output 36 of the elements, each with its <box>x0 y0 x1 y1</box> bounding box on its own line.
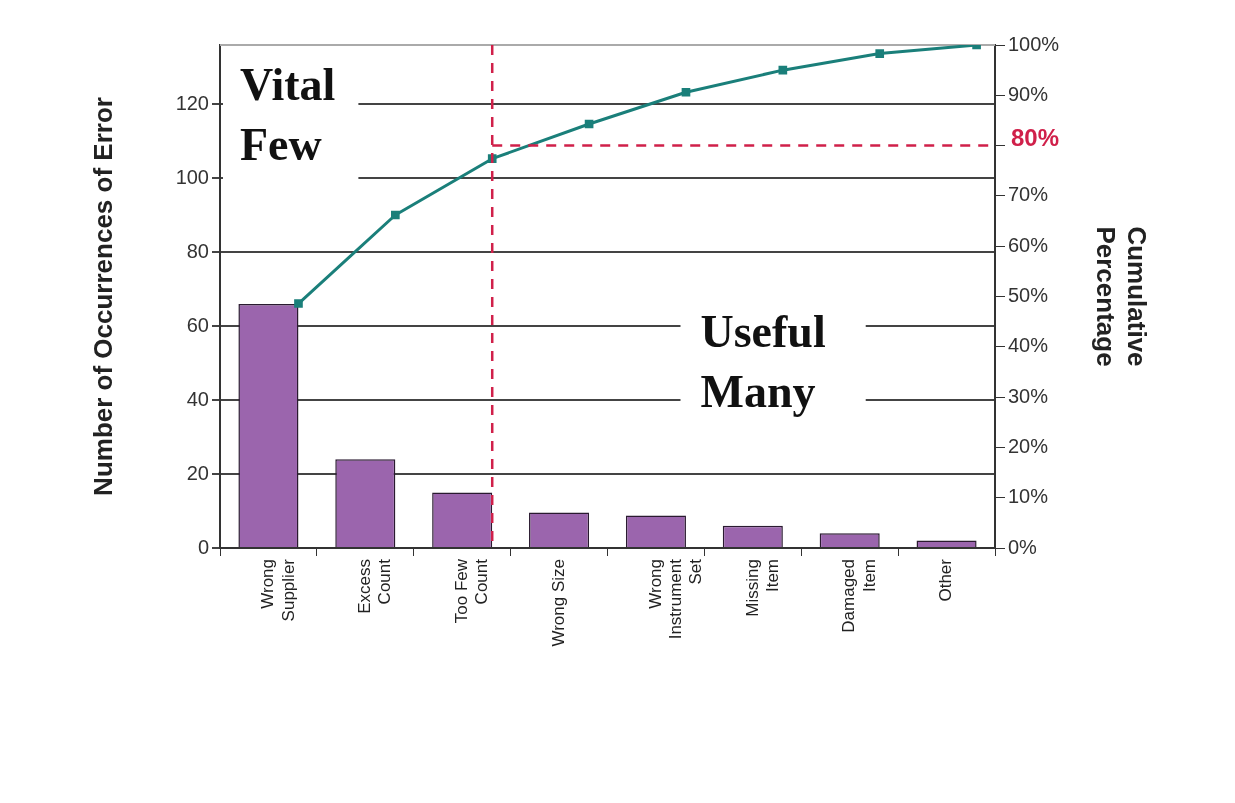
y2-tick-label: 40% <box>1008 334 1049 357</box>
y-tick-label: 20 <box>186 461 209 484</box>
x-tick-label: Other <box>936 558 956 602</box>
y2-tick-label: 30% <box>1008 384 1049 407</box>
annotation: Vital Few <box>240 59 336 170</box>
point <box>681 87 691 97</box>
x-tick-label: Wrong Supplier <box>258 558 298 622</box>
annotation: Useful Many <box>700 305 826 417</box>
y2-axis-title: Cumulative Percentage <box>1091 226 1153 367</box>
point <box>391 210 400 220</box>
ref-line-label: 80% <box>1011 124 1060 152</box>
y2-tick-label: 100% <box>1008 32 1060 55</box>
x-tick-label: Excess Count <box>355 558 395 614</box>
y-tick-label: 100 <box>175 165 209 188</box>
y2-tick-label: 70% <box>1008 183 1049 206</box>
point <box>294 299 303 308</box>
x-tick-label: Too Few Count <box>451 558 492 624</box>
y-tick-label: 0 <box>197 535 209 558</box>
y-tick-label: 60 <box>186 313 209 336</box>
x-tick-label: Missing Item <box>742 559 782 617</box>
point <box>778 65 788 75</box>
y2-tick-label: 90% <box>1008 82 1049 105</box>
y2-tick-label: 10% <box>1008 485 1049 508</box>
point <box>875 49 885 58</box>
y2-tick-label: 0% <box>1008 535 1038 558</box>
x-tick-label: Damaged Item <box>839 559 879 633</box>
point <box>584 119 594 129</box>
y2-tick-label: 20% <box>1008 434 1049 457</box>
y-tick-label: 40 <box>186 387 209 410</box>
x-tick-label: Wrong Size <box>548 559 568 647</box>
x-tick-label: Wrong Instrument Set <box>645 558 706 640</box>
y-tick-label: 120 <box>175 91 209 114</box>
y-axis-title: Number of Occurrences of Error <box>87 97 118 496</box>
y2-tick-label: 60% <box>1008 233 1049 256</box>
y-tick-label: 80 <box>186 239 209 262</box>
y2-tick-label: 50% <box>1008 284 1049 307</box>
